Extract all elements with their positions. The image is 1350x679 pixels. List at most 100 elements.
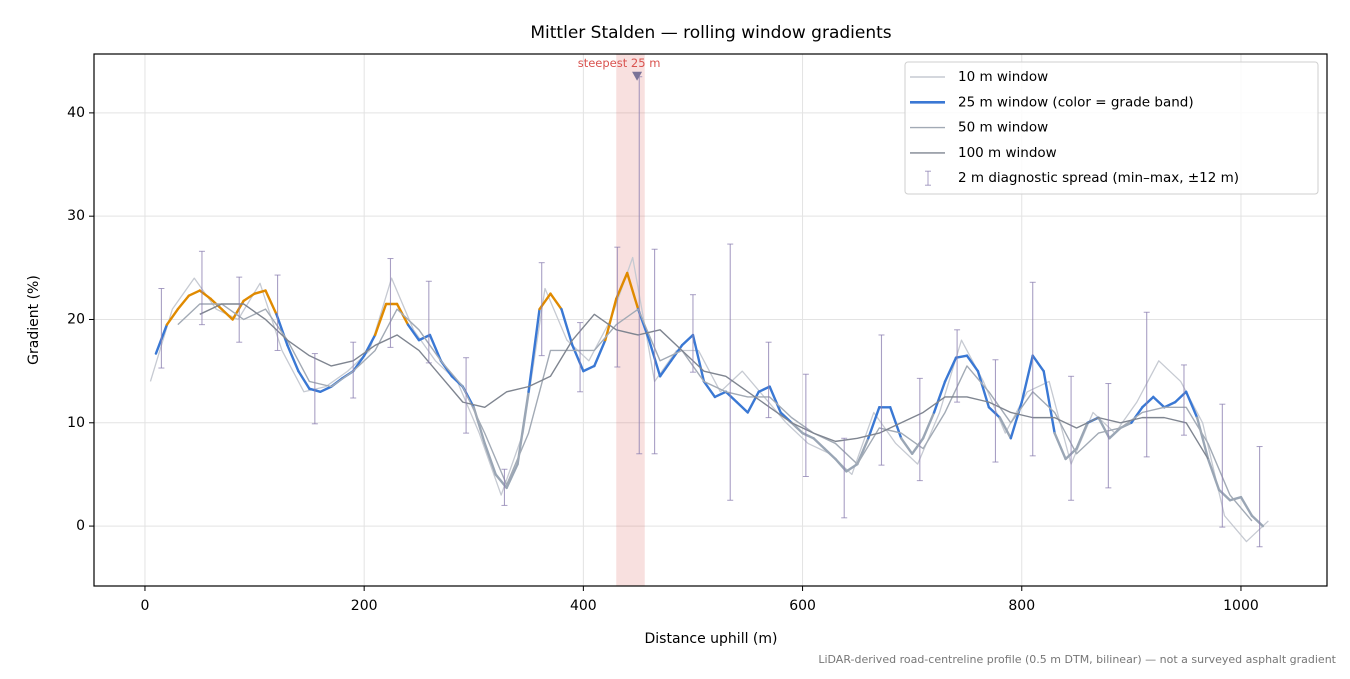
line-segment — [582, 364, 596, 373]
plot-area — [149, 54, 1269, 586]
error-bar — [198, 250, 205, 326]
line-segment — [505, 462, 519, 490]
line-segment — [1009, 400, 1023, 440]
error-bar — [802, 373, 809, 478]
line-segment — [801, 431, 815, 440]
line-segment — [932, 380, 947, 414]
line-segment — [1184, 390, 1199, 419]
line-segment — [812, 437, 826, 450]
line-segment — [1206, 457, 1221, 492]
legend-label: 2 m diagnostic spread (min–max, ±12 m) — [958, 170, 1239, 186]
line-segment — [176, 294, 191, 311]
line-segment — [910, 437, 925, 455]
x-tick-label: 200 — [351, 598, 378, 614]
error-bar — [765, 341, 772, 419]
error-bar — [538, 262, 545, 357]
legend-box — [904, 61, 1319, 195]
line-segment — [1053, 431, 1067, 461]
line-segment — [965, 354, 980, 373]
line-segment — [998, 416, 1012, 440]
x-tick-label: 800 — [1008, 598, 1035, 614]
line-segment — [1020, 354, 1034, 404]
line — [199, 303, 1209, 460]
line-segment — [187, 289, 201, 297]
legend-label: 10 m window — [958, 69, 1048, 85]
footnote: LiDAR-derived road-centreline profile (0… — [818, 653, 1336, 666]
error-bar — [425, 280, 432, 364]
line-segment — [1075, 421, 1089, 450]
legend-label: 50 m window — [958, 120, 1048, 136]
line-segment — [242, 292, 256, 303]
error-bar — [651, 248, 658, 455]
line-segment — [319, 385, 333, 393]
error-bar — [274, 274, 281, 351]
y-tick-label: 10 — [67, 415, 85, 431]
line-segment — [286, 344, 300, 373]
line-segment — [954, 354, 969, 359]
y-tick-label: 40 — [67, 105, 85, 121]
x-tick-label: 600 — [789, 598, 816, 614]
line-segment — [428, 333, 443, 363]
error-bar — [350, 341, 357, 399]
line-segment — [658, 359, 673, 378]
y-tick-label: 30 — [67, 208, 85, 224]
error-bar — [614, 246, 621, 368]
line-segment — [549, 292, 563, 311]
line-segment — [845, 462, 859, 473]
line-segment — [527, 307, 541, 393]
line-segment — [373, 302, 388, 337]
line — [177, 303, 1253, 522]
error-bar — [311, 353, 318, 425]
line-segment — [593, 338, 607, 368]
line-segment — [483, 442, 497, 476]
line-segment — [165, 307, 180, 326]
line-segment — [560, 307, 574, 347]
legend: 10 m window 25 m window (color = grade ba… — [904, 61, 1319, 195]
line-segment — [626, 271, 640, 311]
line-segment — [691, 333, 706, 383]
steepest-marker — [632, 71, 643, 81]
error-bar — [463, 357, 470, 434]
line-segment — [900, 437, 914, 455]
error-bar — [954, 329, 961, 403]
error-bar — [1105, 383, 1112, 489]
line-segment — [746, 390, 760, 414]
line-segment — [1228, 495, 1243, 502]
line-segment — [768, 385, 782, 414]
line-segment — [253, 289, 267, 295]
line-segment — [1195, 416, 1210, 461]
line-segment — [823, 447, 837, 461]
error-bar — [1256, 446, 1263, 548]
x-tick-label: 400 — [570, 598, 597, 614]
line-segment — [790, 421, 804, 435]
line-segment — [297, 369, 311, 390]
line-segment — [702, 380, 717, 399]
error-bar — [1219, 403, 1226, 528]
line-segment — [987, 406, 1002, 419]
highlight-band — [616, 54, 645, 586]
line-segment — [724, 390, 739, 404]
chart-title: Mittler Stalden — rolling window gradien… — [530, 23, 891, 43]
line-segment — [1152, 395, 1166, 409]
line-segment — [1031, 354, 1045, 373]
error-bar — [841, 437, 848, 519]
y-axis-label: Gradient (%) — [26, 275, 42, 365]
error-bar — [158, 287, 165, 369]
line-segment — [943, 356, 958, 383]
line-segment — [264, 289, 278, 316]
line — [149, 256, 1269, 543]
line-segment — [275, 313, 289, 347]
line-segment — [680, 333, 695, 347]
error-bar — [1068, 375, 1075, 501]
error-bar — [501, 468, 508, 506]
line-segment — [571, 344, 585, 373]
line-segment — [867, 406, 881, 440]
annotation: steepest 25 m — [578, 56, 661, 70]
error-bar — [1143, 311, 1150, 458]
error-bar — [727, 243, 734, 501]
line-segment — [1141, 395, 1155, 409]
x-axis-label: Distance uphill (m) — [645, 631, 778, 647]
line-segment — [757, 385, 771, 393]
y-tick-label: 0 — [76, 518, 85, 534]
error-bar — [577, 322, 584, 393]
